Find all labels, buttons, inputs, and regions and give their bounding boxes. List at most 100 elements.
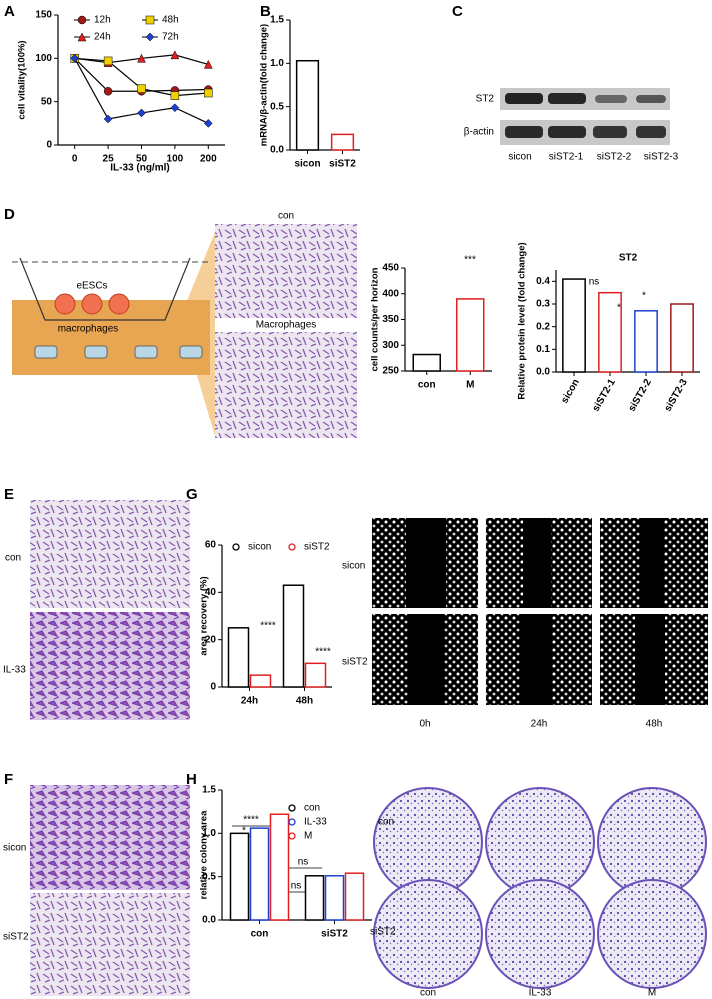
dish [485,879,595,989]
blot-band [505,126,543,138]
wound-images: sicon siST2 0h 24h 48h [342,518,708,730]
legend-marker [288,804,296,812]
y-axis-title: cell vitality(100%) [17,40,28,119]
legend-label: sicon [248,542,271,553]
blot-lane-label: siST2-2 [597,152,632,163]
bar [304,875,325,921]
image-label: con [378,817,394,828]
diagram-label: macrophages [58,324,119,335]
panel-label: C [452,3,463,20]
marker [103,114,113,124]
y-tick-label: 1.5 [270,15,284,26]
dish [373,879,483,989]
dish [597,879,707,989]
bar [562,278,586,373]
blot-band [505,93,543,104]
x-tick-label: siST2-2 [627,377,655,414]
annotation: ns [589,277,600,288]
marker [170,103,180,113]
marker [145,15,155,25]
image-label: IL-33 [3,665,26,676]
x-tick-label: 50 [136,154,148,165]
x-tick-label: M [466,380,474,391]
bar [330,133,355,151]
y-tick-label: 60 [205,540,217,551]
y-tick-label: 20 [205,634,217,645]
chart-title: ST2 [619,253,638,264]
wound-gap [635,614,665,705]
wound-gap [523,518,551,608]
micrograph [30,500,190,608]
y-tick-label: 100 [35,53,52,64]
micrograph [215,332,357,438]
legend-label: siST2 [304,542,330,553]
annotation: **** [315,647,331,658]
y-tick-label: 450 [382,263,399,274]
blot-band [593,126,627,138]
wound-gap [408,614,444,705]
bar [304,662,327,688]
bar [229,832,250,921]
panel-labels: A B C D E G F H [4,3,463,788]
bar [282,584,305,688]
blot-lane-label: sicon [508,152,531,163]
y-axis-title: Relative protein level (fold change) [517,242,528,399]
marker [70,53,80,63]
legend-label: con [304,803,320,814]
image-label: 0h [419,719,430,730]
y-tick-label: 400 [382,288,399,299]
diagram-label: eESCs [76,281,107,292]
image-label: Macrophages [256,320,317,331]
bar [249,827,270,921]
marker [204,88,213,98]
image-label: con [278,211,294,222]
legend-label: IL-33 [304,817,327,828]
panel-label: B [260,3,271,20]
y-tick-label: 1.0 [270,58,284,69]
y-tick-label: 350 [382,314,399,325]
y-tick-label: 0.4 [536,276,550,287]
marker [137,84,146,93]
panel-label: G [186,486,198,503]
cell [54,293,76,315]
y-tick-label: 0 [46,140,52,151]
x-tick-label: con [251,929,269,940]
blot-band [595,95,627,103]
micrograph [30,893,190,996]
marker [145,32,155,42]
y-tick-label: 0.0 [536,367,550,378]
annotation: * [242,826,246,837]
micrographs-e: con IL-33 [3,500,190,720]
panel-label: F [4,771,13,788]
y-axis-title: relative colony area [199,810,210,899]
y-tick-label: 0.0 [270,145,284,156]
bar [456,298,485,372]
bar [634,310,658,373]
x-axis-title: IL-33 (ng/ml) [110,163,169,174]
image-label: con [420,988,436,999]
x-tick-label: siST2-3 [663,377,691,414]
cell [34,345,58,359]
image-label: IL-33 [529,988,552,999]
micrograph [30,612,190,720]
panel-label: E [4,486,14,503]
panel-label: H [186,771,197,788]
y-tick-label: 0 [210,682,216,693]
legend-marker [232,543,240,551]
marker [77,15,87,25]
legend-marker [288,832,296,840]
x-tick-label: siST2 [329,159,356,170]
wound-gap [640,518,664,608]
wound-gap [406,518,446,608]
x-tick-label: 200 [200,154,217,165]
bar [670,303,694,373]
cell [81,293,103,315]
x-tick-label: 0 [72,154,78,165]
y-tick-label: 1.0 [202,828,216,839]
y-tick-label: 40 [205,587,217,598]
blot-band-label: ST2 [476,94,495,105]
image-label: 48h [646,719,663,730]
western-blot: ST2 β-actin sicon siST2-1 siST2-2 siST2-… [464,88,679,163]
y-tick-label: 0.5 [270,101,284,112]
x-tick-label: 24h [241,696,258,707]
